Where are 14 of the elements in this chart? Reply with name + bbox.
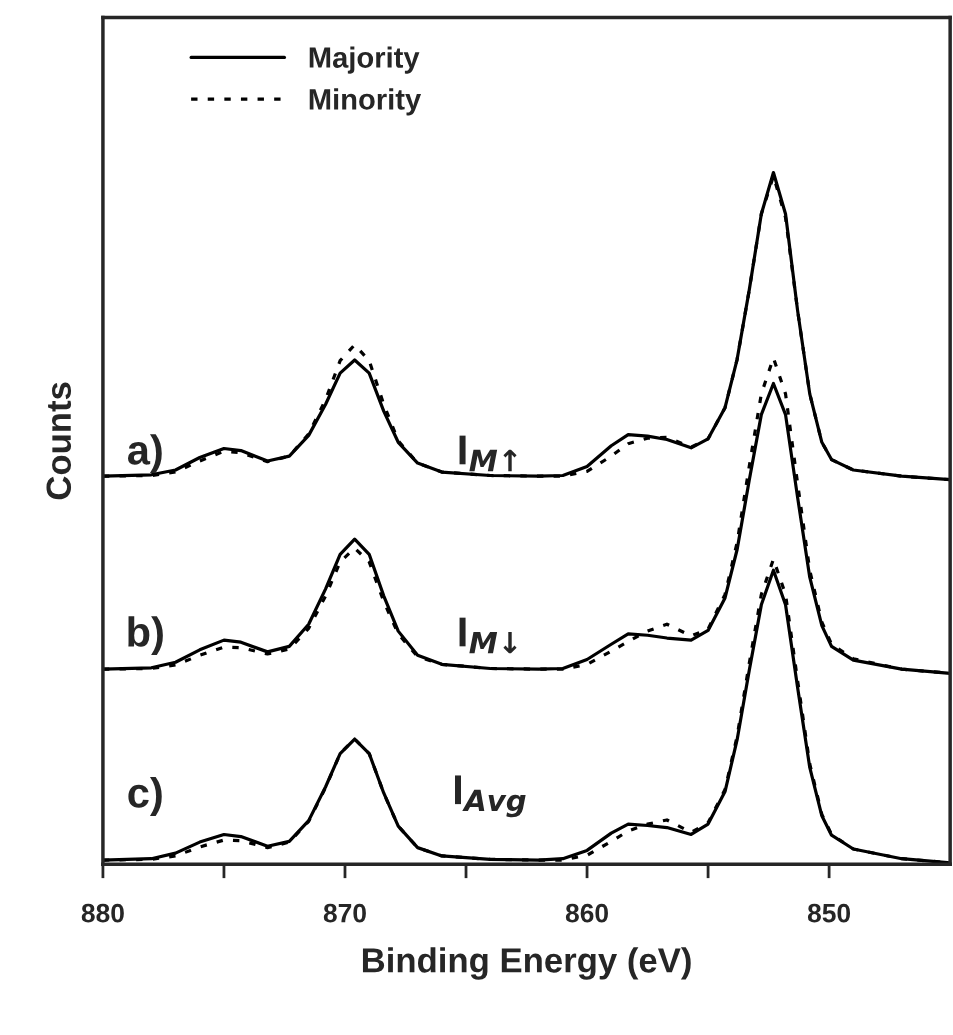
- y-axis-title: Counts: [46, 382, 72, 500]
- legend-label: Majority: [309, 46, 420, 74]
- x-tick-label: 880: [81, 903, 124, 923]
- x-tick-label: 850: [807, 903, 851, 923]
- annotation: I$_{M↑}$: [459, 435, 517, 472]
- annotation: c): [128, 777, 162, 816]
- annotation: a): [127, 434, 162, 474]
- x-tick-label: 870: [323, 903, 366, 923]
- legend-label: Minority: [309, 88, 422, 116]
- annotation: I$_{M↓}$: [459, 617, 517, 654]
- x-axis-title: Binding Energy (eV): [362, 947, 691, 980]
- annotation: I$_{Avg}$: [454, 775, 526, 818]
- x-tick-label: 860: [565, 903, 608, 923]
- annotation: b): [128, 616, 163, 656]
